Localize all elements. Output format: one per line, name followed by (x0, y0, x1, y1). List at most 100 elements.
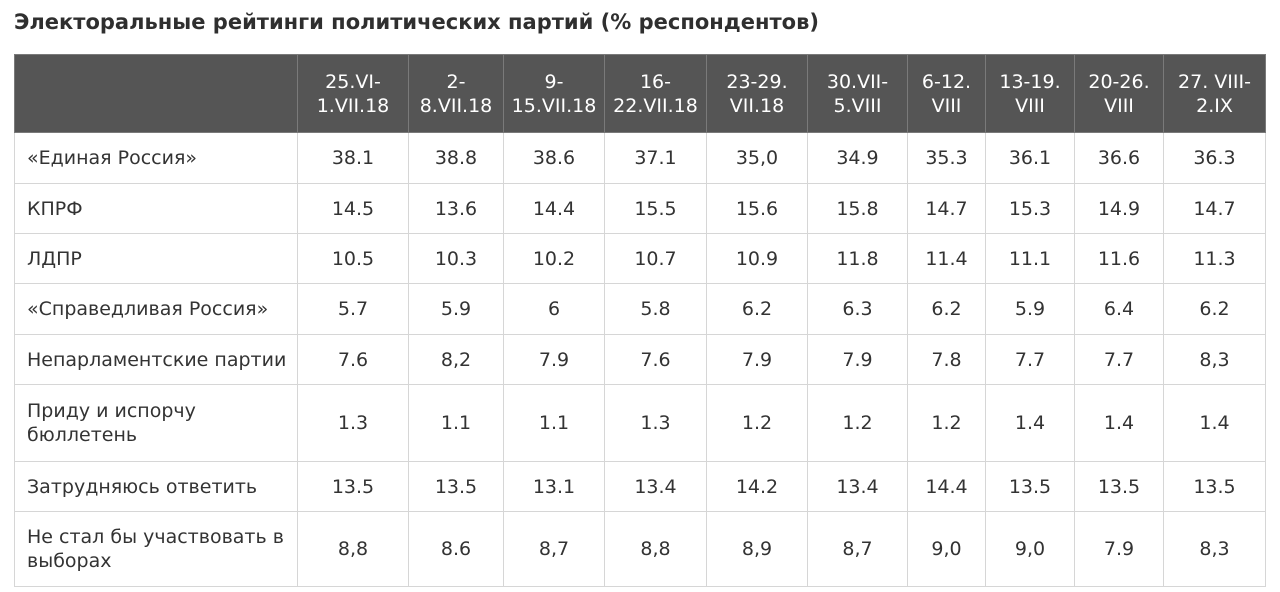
value-cell: 14.4 (907, 461, 986, 512)
period-header: 6-12. VIII (907, 54, 986, 133)
value-cell: 14.5 (297, 183, 409, 234)
period-header-line: 13-19. (999, 70, 1061, 93)
value-cell: 34.9 (807, 132, 908, 184)
value-cell: 15.3 (985, 183, 1075, 234)
period-header-line: 2.IX (1196, 94, 1233, 117)
value-cell: 1.4 (985, 384, 1075, 462)
value-cell: 13.5 (297, 461, 409, 512)
party-label: «Единая Россия» (27, 147, 198, 169)
value-cell: 6.2 (1163, 283, 1266, 335)
period-header-line: 23-29. (726, 70, 788, 93)
value-cell: 36.3 (1163, 132, 1266, 184)
party-label: бюллетень (27, 424, 138, 446)
period-header: 13-19. VIII (985, 54, 1075, 133)
period-header-line: 20-26. (1088, 70, 1150, 93)
period-header-line: 16- (639, 70, 672, 93)
period-header-line: VIII (1104, 94, 1134, 117)
period-header: 9- 15.VII.18 (503, 54, 605, 133)
party-label: Непарламентские партии (27, 348, 287, 371)
value-cell: 8,8 (297, 511, 409, 587)
party-label: Приду и испорчу (27, 400, 196, 422)
value-cell: 38.6 (503, 132, 605, 184)
period-header-line: VII.18 (729, 94, 785, 117)
party-label: Затрудняюсь ответить (27, 475, 258, 498)
party-cell: КПРФ (14, 183, 298, 234)
party-cell: Непарламентские партии (14, 334, 298, 385)
value-cell: 11.4 (907, 233, 986, 284)
period-header-line: 9- (544, 70, 564, 93)
table-row: Затрудняюсь ответить 13.5 13.5 13.1 13.4 14.2… (14, 461, 1266, 512)
value-cell: 6 (503, 283, 605, 335)
value-cell: 36.1 (985, 132, 1075, 184)
party-cell: Затрудняюсь ответить (14, 461, 298, 512)
period-header: 30.VII- 5.VIII (807, 54, 908, 133)
period-header-line: 30.VII- (826, 70, 889, 93)
value-cell: 1.1 (408, 384, 504, 462)
value-cell: 1.4 (1074, 384, 1164, 462)
value-cell: 6.4 (1074, 283, 1164, 335)
value-cell: 6.2 (907, 283, 986, 335)
party-label: «Справедливая Россия» (27, 298, 269, 320)
value-cell: 11.6 (1074, 233, 1164, 284)
value-cell: 10.5 (297, 233, 409, 284)
value-cell: 10.7 (604, 233, 707, 284)
value-cell: 14.4 (503, 183, 605, 234)
table-row: «Справедливая Россия» 5.7 5.9 6 5.8 6.2 6.3 6.2… (14, 283, 1266, 335)
value-cell: 13.5 (985, 461, 1075, 512)
value-cell: 37.1 (604, 132, 707, 184)
value-cell: 6.2 (706, 283, 808, 335)
page-title: Электоральные рейтинги политических парт… (14, 10, 819, 34)
period-header: 23-29. VII.18 (706, 54, 808, 133)
value-cell: 8,2 (408, 334, 504, 385)
value-cell: 5.8 (604, 283, 707, 335)
period-header: 16- 22.VII.18 (604, 54, 707, 133)
value-cell: 38.1 (297, 132, 409, 184)
period-header-line: 2- (446, 70, 466, 93)
period-header-line: 25.VI- (325, 70, 381, 93)
value-cell: 13.5 (408, 461, 504, 512)
value-cell: 1.2 (807, 384, 908, 462)
value-cell: 1.2 (907, 384, 986, 462)
value-cell: 14.2 (706, 461, 808, 512)
period-header: 20-26. VIII (1074, 54, 1164, 133)
value-cell: 7.7 (985, 334, 1075, 385)
table-row: КПРФ 14.5 13.6 14.4 15.5 15.6 15.8 14.7 15.3 14.9… (14, 183, 1266, 234)
value-cell: 14.7 (907, 183, 986, 234)
table-row: Приду и испорчу бюллетень 1.3 1.1 1.1 1.3 1.2 1… (14, 384, 1266, 462)
period-header-line: 6-12. (921, 70, 972, 93)
value-cell: 15.6 (706, 183, 808, 234)
value-cell: 13.6 (408, 183, 504, 234)
value-cell: 36.6 (1074, 132, 1164, 184)
value-cell: 1.4 (1163, 384, 1266, 462)
header-corner-cell (14, 54, 298, 133)
period-header-line: 15.VII.18 (511, 94, 597, 117)
party-cell: Не стал бы участвовать в выборах (14, 511, 298, 587)
party-label: КПРФ (27, 197, 83, 220)
value-cell: 8,7 (503, 511, 605, 587)
period-header-line: 5.VIII (833, 94, 882, 117)
party-label: Не стал бы участвовать в (27, 526, 284, 548)
value-cell: 35.3 (907, 132, 986, 184)
value-cell: 38.8 (408, 132, 504, 184)
value-cell: 14.9 (1074, 183, 1164, 234)
value-cell: 13.4 (807, 461, 908, 512)
value-cell: 5.7 (297, 283, 409, 335)
value-cell: 11.8 (807, 233, 908, 284)
header-row: 25.VI- 1.VII.18 2- 8.VII.18 9- 15.VII.18 16… (14, 54, 1266, 133)
value-cell: 8,8 (604, 511, 707, 587)
value-cell: 13.4 (604, 461, 707, 512)
value-cell: 7.7 (1074, 334, 1164, 385)
table-row: ЛДПР 10.5 10.3 10.2 10.7 10.9 11.8 11.4 11.1 11.6… (14, 233, 1266, 284)
period-header: 25.VI- 1.VII.18 (297, 54, 409, 133)
value-cell: 10.9 (706, 233, 808, 284)
period-header-line: VIII (1015, 94, 1045, 117)
value-cell: 1.3 (604, 384, 707, 462)
value-cell: 11.1 (985, 233, 1075, 284)
value-cell: 8,7 (807, 511, 908, 587)
party-label: выборах (27, 550, 112, 572)
period-header-line: VIII (931, 94, 962, 117)
value-cell: 8.6 (408, 511, 504, 587)
value-cell: 7.9 (807, 334, 908, 385)
value-cell: 6.3 (807, 283, 908, 335)
value-cell: 7.9 (503, 334, 605, 385)
